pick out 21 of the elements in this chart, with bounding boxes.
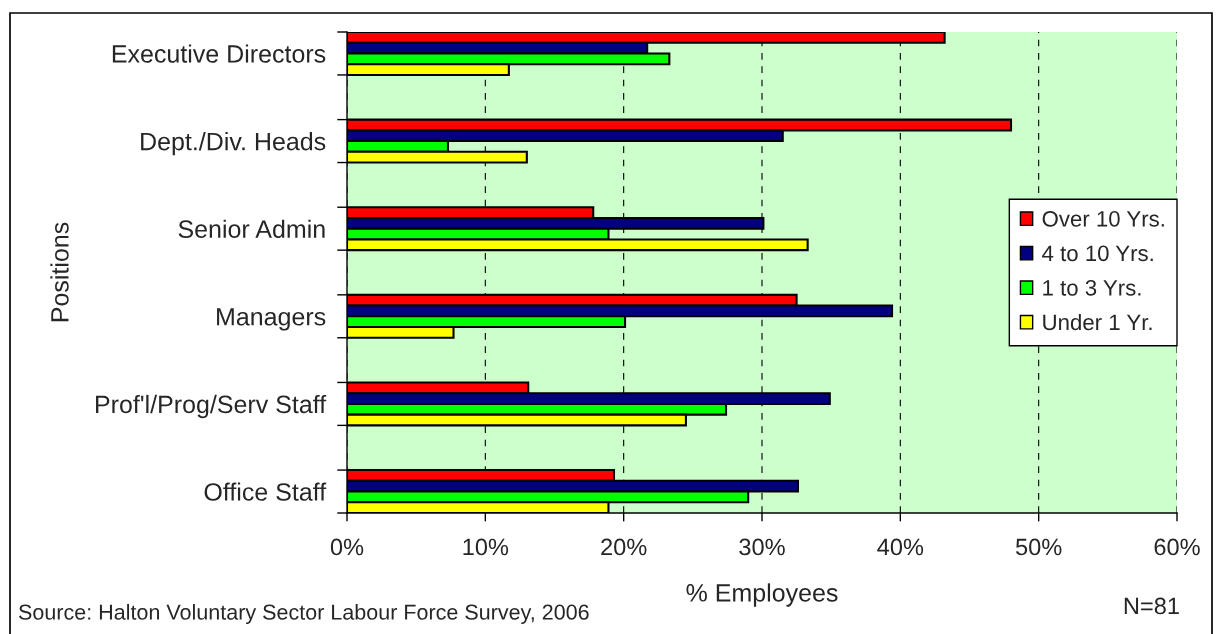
y-tick-label: Dept./Div. Heads: [141, 132, 326, 156]
x-tick-label: 30%: [739, 538, 785, 556]
x-tick-label: 20%: [601, 538, 647, 556]
x-tick-label: 0%: [330, 538, 364, 556]
text: N=81: [1124, 597, 1179, 615]
y-axis-title: Positions: [50, 222, 69, 322]
legend-label: Under 1 Yr.: [1043, 313, 1152, 331]
y-tick-label: Senior Admin: [178, 219, 325, 238]
source-note: Source: Halton Voluntary Sector Labour Force Survey, 2006: [18, 603, 589, 625]
y-tick-label: Office Staff: [204, 482, 327, 501]
y-tick-label: Executive Directors: [112, 44, 326, 63]
x-tick-label: 10%: [463, 538, 509, 556]
x-tick-label: 40%: [877, 538, 924, 556]
y-tick-label: Prof'l/Prog/Serv Staff: [96, 394, 327, 419]
legend-label: Over 10 Yrs.: [1042, 210, 1164, 227]
legend-label: 4 to 10 Yrs.: [1042, 245, 1153, 262]
y-tick-label: Managers: [217, 308, 326, 331]
legend-label: 1 to 3 Yrs.: [1043, 279, 1141, 296]
x-tick-label: 50%: [1015, 538, 1062, 556]
x-tick-label: 60%: [1154, 538, 1200, 556]
x-axis-title: % Employees: [686, 583, 838, 607]
